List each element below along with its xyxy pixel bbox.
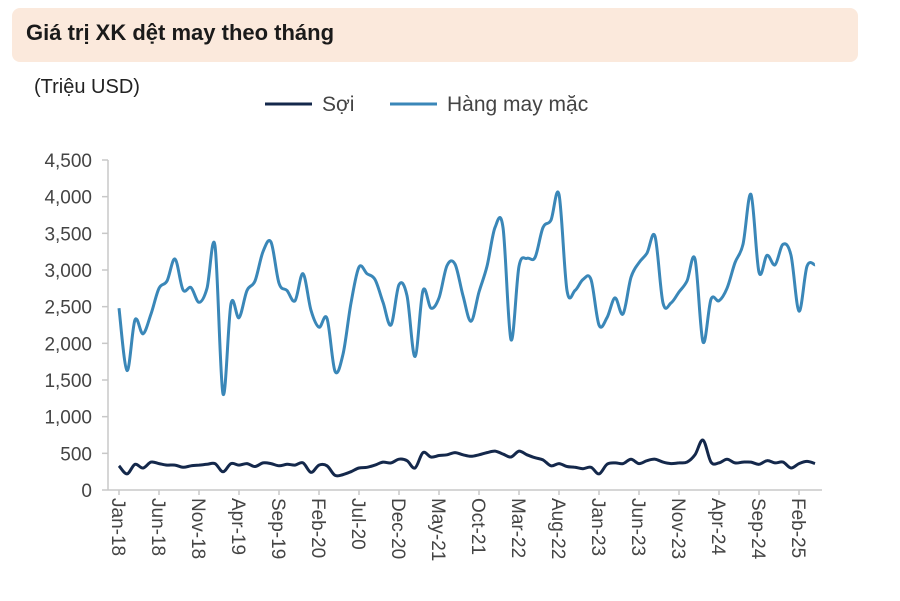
x-tick-label: Sep-19 [267,498,288,559]
x-tick-label: Apr-24 [707,498,728,555]
chart-title: Giá trị XK dệt may theo tháng [26,20,335,45]
x-tick-label: May-21 [427,498,448,561]
series-line-hang-may-mac [117,190,816,396]
legend-label-soi: Sợi [322,93,354,116]
x-tick-label: Oct-21 [467,498,488,555]
x-tick-label: Jun-18 [147,498,168,556]
legend-label-hang-may-mac: Hàng may mặc [447,93,588,116]
y-axis-unit: (Triệu USD) [34,76,140,98]
x-tick-label: Nov-23 [667,498,688,559]
x-tick-label: Jan-18 [107,498,128,556]
y-tick-label: 500 [60,444,92,465]
x-tick-label: Jan-23 [587,498,608,556]
y-tick-label: 4,500 [44,151,92,172]
y-tick-label: 1,500 [44,371,92,392]
x-tick-label: Nov-18 [187,498,208,559]
y-tick-label: 3,000 [44,261,92,282]
y-tick-label: 2,000 [44,334,92,355]
y-tick-label: 4,000 [44,188,92,209]
x-tick-label: Feb-20 [307,498,328,558]
x-tick-label: Apr-19 [227,498,248,555]
y-tick-label: 0 [81,481,92,502]
y-tick-label: 3,500 [44,224,92,245]
y-tick-label: 2,500 [44,298,92,319]
x-tick-label: Sep-24 [747,498,768,560]
x-tick-label: Feb-25 [787,498,808,558]
x-tick-label: Jul-20 [347,498,368,550]
x-tick-label: Dec-20 [387,498,408,559]
y-tick-label: 1,000 [44,408,92,429]
series-line-soi [117,438,816,478]
x-tick-label: Mar-22 [507,498,528,558]
legend: Sợi Hàng may mặc [265,93,588,116]
x-tick-label: Jun-23 [627,498,648,556]
x-tick-label: Aug-22 [547,498,568,559]
title-banner [12,8,858,62]
